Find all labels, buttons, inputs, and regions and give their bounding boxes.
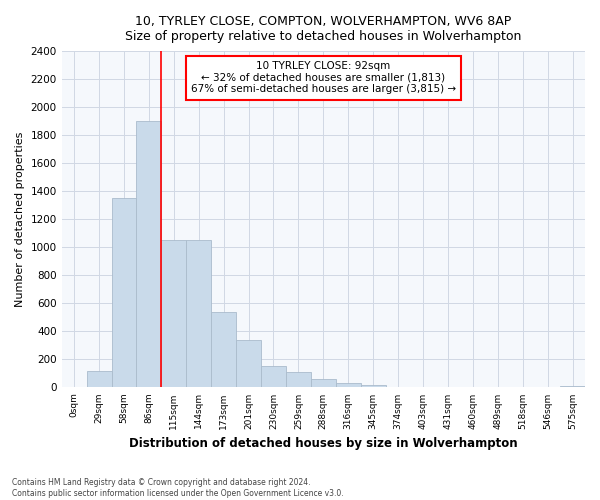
Text: 10 TYRLEY CLOSE: 92sqm
← 32% of detached houses are smaller (1,813)
67% of semi-: 10 TYRLEY CLOSE: 92sqm ← 32% of detached… bbox=[191, 61, 456, 94]
Bar bbox=[86, 370, 112, 388]
Bar bbox=[236, 340, 261, 388]
Bar bbox=[186, 240, 211, 388]
Bar bbox=[211, 312, 236, 388]
Bar bbox=[361, 384, 386, 388]
Bar bbox=[261, 366, 286, 388]
Bar bbox=[161, 240, 186, 388]
Bar bbox=[560, 386, 585, 388]
X-axis label: Distribution of detached houses by size in Wolverhampton: Distribution of detached houses by size … bbox=[129, 437, 518, 450]
Bar bbox=[136, 121, 161, 388]
Bar bbox=[311, 379, 336, 388]
Bar bbox=[286, 372, 311, 388]
Y-axis label: Number of detached properties: Number of detached properties bbox=[15, 132, 25, 307]
Bar bbox=[112, 198, 136, 388]
Bar bbox=[336, 383, 361, 388]
Text: Contains HM Land Registry data © Crown copyright and database right 2024.
Contai: Contains HM Land Registry data © Crown c… bbox=[12, 478, 344, 498]
Title: 10, TYRLEY CLOSE, COMPTON, WOLVERHAMPTON, WV6 8AP
Size of property relative to d: 10, TYRLEY CLOSE, COMPTON, WOLVERHAMPTON… bbox=[125, 15, 521, 43]
